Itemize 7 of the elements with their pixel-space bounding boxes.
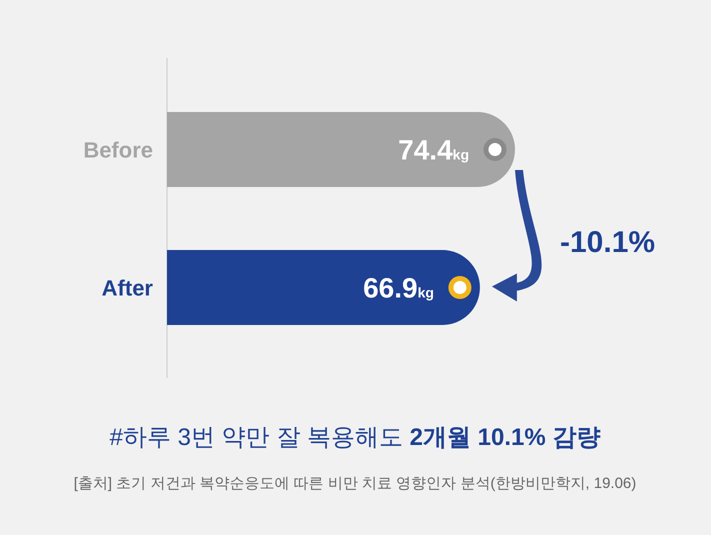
text: [출처] 초기 저건과 복약순응도에 따른 비만 치료 영향인자 분석(한방비만학지, 19.06) xyxy=(74,475,636,492)
data-label: 74.4kg xyxy=(398,134,469,166)
text: #하루 3번 약만 잘 복용해도 2개월 10.1% 감량 xyxy=(110,424,600,451)
y-tick-label: After xyxy=(102,276,154,300)
text: -10.1% xyxy=(560,226,656,259)
data-label: 66.9kg xyxy=(363,272,434,304)
y-tick-label: Before xyxy=(83,138,153,162)
